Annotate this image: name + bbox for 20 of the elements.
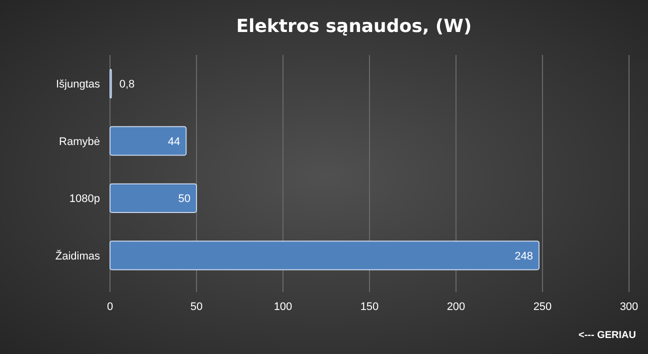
x-tick-label: 200 [446,301,466,313]
data-label: 0,8 [119,78,135,91]
bar [110,240,540,270]
data-label: 248 [514,250,534,262]
text: <--- GERIAU [578,330,636,341]
bar [110,126,187,156]
chart-title: Elektros sąnaudos, (W) [236,16,472,37]
y-tick-label: 1080p [69,193,100,206]
x-tick-label: 250 [533,301,552,313]
y-tick-label: Išjungtas [56,78,100,91]
x-tick-label: 300 [620,301,638,313]
data-label: 50 [178,193,190,206]
y-tick-label: Ramybė [59,136,100,148]
bar [110,183,197,213]
x-tick-label: 100 [274,301,292,313]
x-tick-label: 150 [360,301,379,313]
x-tick-label: 50 [190,301,203,313]
data-label: 44 [168,136,180,148]
y-tick-label: Žaidimas [55,249,100,262]
x-tick-label: 0 [106,301,114,313]
